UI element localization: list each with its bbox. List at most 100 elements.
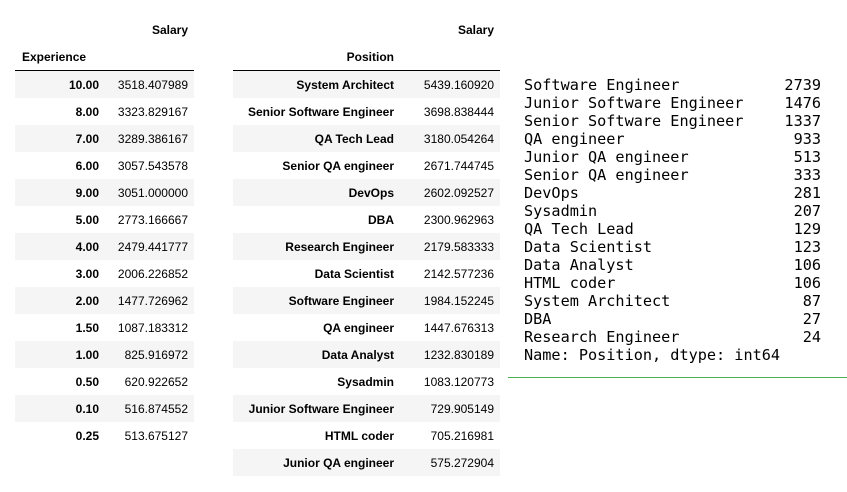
position-label: System Architect: [524, 292, 671, 310]
salary-cell: 3180.054264: [423, 131, 494, 146]
row-index-label: 3.00: [75, 266, 99, 281]
position-count: 106: [793, 274, 821, 292]
salary-cell: 3289.386167: [117, 131, 188, 146]
row-index-label: HTML coder: [324, 428, 394, 443]
series-footer: Name: Position, dtype: int64: [524, 346, 781, 364]
salary-cell: 516.874552: [124, 401, 188, 416]
table-row: HTML coder 705.216981: [233, 422, 500, 449]
salary-cell: 2773.166667: [117, 212, 188, 227]
salary-cell: 2142.577236: [423, 266, 494, 281]
blank-header-cell: [105, 43, 194, 71]
row-index-label: DBA: [368, 212, 394, 227]
value-count-row: DevOps 281: [524, 184, 821, 202]
position-label: QA engineer: [524, 130, 625, 148]
row-index-label: Junior Software Engineer: [248, 401, 394, 416]
table-row: System Architect 5439.160920: [233, 70, 500, 98]
position-count: 106: [793, 256, 821, 274]
table-row: DevOps 2602.092527: [233, 179, 500, 206]
position-label: Software Engineer: [524, 76, 680, 94]
salary-cell: 5439.160920: [423, 77, 494, 92]
row-index-label: 9.00: [75, 185, 99, 200]
value-counts-rows: Software Engineer 2739 Junior Software Eng…: [524, 76, 847, 346]
salary-column-header: Salary: [151, 22, 188, 37]
table-row: Data Scientist 2142.577236: [233, 260, 500, 287]
salary-cell: 1232.830189: [423, 347, 494, 362]
blank-header-cell: [233, 16, 400, 43]
experience-table-body: 10.00 3518.407989 8.00 3323.829167 7.00 3289.…: [15, 70, 194, 450]
row-index-label: 7.00: [75, 131, 99, 146]
table-row: QA engineer 1447.676313: [233, 314, 500, 341]
value-count-row: Senior QA engineer 333: [524, 166, 821, 184]
position-count: 333: [793, 166, 821, 184]
value-count-row: DBA 27: [524, 310, 821, 328]
table-row: Junior Software Engineer 729.905149: [233, 395, 500, 422]
row-index-label: Senior QA engineer: [282, 158, 394, 173]
position-table-body: System Architect 5439.160920 Senior Softwa…: [233, 70, 500, 476]
position-count: 513: [793, 148, 821, 166]
row-index-label: 10.00: [68, 77, 99, 92]
table-row: 7.00 3289.386167: [15, 125, 194, 152]
salary-cell: 1087.183312: [117, 320, 188, 335]
position-count: 27: [802, 310, 821, 328]
salary-cell: 2006.226852: [117, 266, 188, 281]
salary-cell: 3698.838444: [423, 104, 494, 119]
position-count: 1337: [784, 112, 821, 130]
row-index-label: 1.00: [75, 347, 99, 362]
row-index-label: 4.00: [75, 239, 99, 254]
experience-salary-table: Salary Experience 10.00 3518.407989 8.00 33…: [15, 16, 194, 449]
row-index-label: System Architect: [296, 77, 394, 92]
position-count: 129: [793, 220, 821, 238]
salary-cell: 3051.000000: [117, 185, 188, 200]
position-label: QA Tech Lead: [524, 220, 634, 238]
salary-cell: 3057.543578: [117, 158, 188, 173]
salary-cell: 729.905149: [430, 401, 494, 416]
table-row: 9.00 3051.000000: [15, 179, 194, 206]
salary-cell: 1083.120773: [423, 374, 494, 389]
value-count-row: Junior Software Engineer 1476: [524, 94, 821, 112]
position-index-name: Position: [346, 49, 394, 64]
value-count-row: Software Engineer 2739: [524, 76, 821, 94]
row-index-label: Junior QA engineer: [283, 455, 394, 470]
table-row: DBA 2300.962963: [233, 206, 500, 233]
row-index-label: 8.00: [75, 104, 99, 119]
salary-cell: 2300.962963: [423, 212, 494, 227]
row-index-label: QA engineer: [323, 320, 394, 335]
salary-cell: 2671.744745: [423, 158, 494, 173]
value-count-row: HTML coder 106: [524, 274, 821, 292]
table-row: Sysadmin 1083.120773: [233, 368, 500, 395]
value-count-row: System Architect 87: [524, 292, 821, 310]
value-count-row: Sysadmin 207: [524, 202, 821, 220]
salary-cell: 825.916972: [124, 347, 188, 362]
row-index-label: Data Analyst: [321, 347, 394, 362]
table-row: 1.00 825.916972: [15, 341, 194, 368]
row-index-label: 6.00: [75, 158, 99, 173]
blank-header-cell: [400, 43, 500, 71]
row-index-label: Research Engineer: [285, 239, 394, 254]
table-row: Research Engineer 2179.583333: [233, 233, 500, 260]
value-count-row: QA engineer 933: [524, 130, 821, 148]
position-count: 1476: [784, 94, 821, 112]
table-row: 0.25 513.675127: [15, 422, 194, 449]
salary-cell: 575.272904: [430, 455, 494, 470]
position-value-counts-output: Software Engineer 2739 Junior Software Eng…: [508, 76, 847, 364]
row-index-label: 2.00: [75, 293, 99, 308]
position-count: 123: [793, 238, 821, 256]
salary-cell: 1984.152245: [423, 293, 494, 308]
column-header-row: Salary: [15, 16, 194, 43]
row-index-label: 1.50: [75, 320, 99, 335]
value-count-row: Data Scientist 123: [524, 238, 821, 256]
table-row: 1.50 1087.183312: [15, 314, 194, 341]
index-name-row: Position: [233, 43, 500, 71]
row-index-label: 5.00: [75, 212, 99, 227]
value-count-row: Data Analyst 106: [524, 256, 821, 274]
row-index-label: Senior Software Engineer: [247, 104, 394, 119]
table-row: 0.10 516.874552: [15, 395, 194, 422]
table-row: Software Engineer 1984.152245: [233, 287, 500, 314]
position-salary-table: Salary Position System Architect 5439.160…: [233, 16, 500, 476]
row-index-label: Software Engineer: [288, 293, 394, 308]
table-row: Senior Software Engineer 3698.838444: [233, 98, 500, 125]
position-count: 933: [793, 130, 821, 148]
table-row: 2.00 1477.726962: [15, 287, 194, 314]
position-label: Sysadmin: [524, 202, 598, 220]
salary-cell: 620.922652: [124, 374, 188, 389]
